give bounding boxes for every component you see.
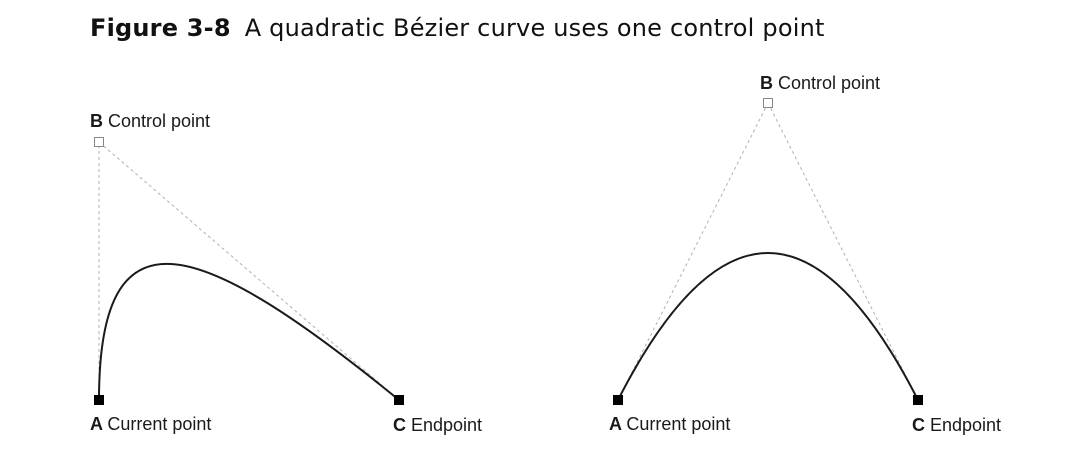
point-c-label: C Endpoint	[393, 415, 482, 435]
point-b-marker	[763, 98, 773, 108]
point-c-text: Endpoint	[930, 415, 1001, 435]
guide-line-bc	[98, 141, 400, 401]
point-b-label: B Control point	[90, 111, 210, 131]
guide-line-bc	[767, 102, 919, 401]
figure-title: A quadratic Bézier curve uses one contro…	[244, 14, 825, 42]
point-c-label: C Endpoint	[912, 415, 1001, 435]
point-a-letter: A	[90, 414, 107, 434]
bezier-curve	[617, 252, 919, 401]
point-c-marker	[913, 395, 923, 405]
point-a-label: A Current point	[609, 414, 730, 434]
point-b-marker	[94, 137, 104, 147]
guide-line-ab	[617, 102, 769, 401]
point-a-label: A Current point	[90, 414, 211, 434]
point-a-marker	[613, 395, 623, 405]
bezier-curve	[98, 263, 400, 401]
diagram-left: B Control point A Current point C Endpoi…	[90, 111, 482, 435]
figure-number: Figure 3-8	[90, 14, 231, 42]
point-b-text: Control point	[108, 111, 210, 131]
point-b-label: B Control point	[760, 73, 880, 93]
point-a-marker	[94, 395, 104, 405]
point-c-letter: C	[912, 415, 930, 435]
point-b-letter: B	[760, 73, 778, 93]
point-b-text: Control point	[778, 73, 880, 93]
point-a-letter: A	[609, 414, 626, 434]
point-c-marker	[394, 395, 404, 405]
figure-caption: Figure 3-8 A quadratic Bézier curve uses …	[90, 14, 825, 42]
point-c-text: Endpoint	[411, 415, 482, 435]
point-a-text: Current point	[626, 414, 730, 434]
point-b-letter: B	[90, 111, 108, 131]
diagram-right: B Control point A Current point C Endpoi…	[609, 73, 1001, 435]
point-a-text: Current point	[107, 414, 211, 434]
point-c-letter: C	[393, 415, 411, 435]
